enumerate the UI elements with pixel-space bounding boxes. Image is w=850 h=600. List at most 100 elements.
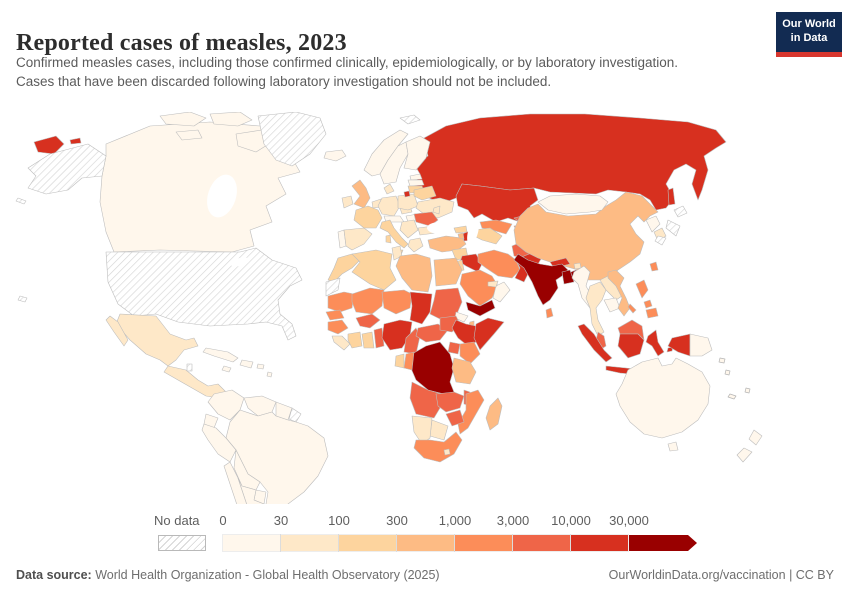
country-russia-kaliningrad[interactable] [403, 190, 411, 198]
country-algeria[interactable] [351, 249, 397, 291]
country-mali[interactable] [351, 287, 385, 315]
island-vanuatu[interactable] [724, 369, 731, 376]
country-chad[interactable] [409, 291, 433, 325]
country-usa-aleutians[interactable] [15, 197, 27, 205]
country-cambodia[interactable] [603, 297, 621, 313]
country-russia-chukotka[interactable] [33, 135, 65, 155]
country-taiwan[interactable] [649, 261, 659, 272]
country-italy-sardinia[interactable] [385, 234, 392, 244]
country-guinea[interactable] [327, 319, 349, 335]
country-ghana[interactable] [361, 331, 375, 349]
country-niger[interactable] [381, 289, 413, 315]
country-philippines-luzon[interactable] [635, 279, 649, 299]
country-egypt[interactable] [433, 257, 463, 287]
country-latvia[interactable] [407, 179, 425, 187]
country-philippines-mindanao[interactable] [645, 307, 659, 319]
country-sri-lanka[interactable] [545, 307, 554, 319]
country-norway[interactable] [363, 129, 409, 177]
country-hispaniola[interactable] [239, 359, 254, 369]
country-madagascar[interactable] [485, 397, 503, 431]
country-lesotho[interactable] [443, 448, 451, 456]
legend-swatch[interactable] [222, 534, 281, 552]
country-philippines-visayas[interactable] [643, 299, 653, 309]
country-mozambique[interactable] [457, 389, 485, 435]
country-uzbekistan[interactable] [479, 219, 513, 235]
country-jamaica[interactable] [221, 365, 232, 373]
country-japan-hokkaido[interactable] [673, 205, 688, 218]
country-usa-hawaii[interactable] [17, 295, 28, 303]
country-philippines-palawan[interactable] [627, 303, 637, 314]
country-yemen[interactable] [465, 299, 496, 317]
country-botswana[interactable] [429, 419, 449, 441]
country-iceland[interactable] [323, 149, 347, 162]
legend-swatch[interactable] [338, 534, 397, 552]
country-spain[interactable] [343, 227, 373, 251]
country-congo[interactable] [403, 351, 415, 371]
country-mexico[interactable] [115, 313, 199, 367]
country-japan-kyushu[interactable] [654, 235, 667, 246]
country-russia-chukotka2[interactable] [69, 137, 82, 145]
owid-logo[interactable]: Our World in Data [776, 12, 842, 57]
country-ireland[interactable] [341, 195, 354, 209]
country-bangladesh[interactable] [561, 269, 575, 285]
country-greenland[interactable] [257, 111, 327, 167]
country-belize[interactable] [186, 363, 193, 372]
country-uae[interactable] [487, 280, 499, 288]
country-australia[interactable] [615, 357, 711, 439]
country-saudi-arabia[interactable] [459, 269, 499, 307]
country-japan-honshu[interactable] [665, 219, 681, 237]
country-vietnam[interactable] [607, 269, 631, 317]
country-new-zealand-north[interactable] [748, 429, 763, 446]
country-north-korea[interactable] [645, 215, 661, 233]
country-mongolia[interactable] [537, 193, 609, 215]
country-western-sahara[interactable] [325, 277, 341, 297]
country-balkans[interactable] [399, 219, 419, 239]
country-italy[interactable] [379, 219, 409, 249]
country-india[interactable] [513, 253, 569, 306]
country-usa-mainland[interactable] [105, 247, 303, 341]
country-uganda[interactable] [447, 341, 461, 355]
country-georgia[interactable] [453, 225, 468, 234]
country-lesser-antilles[interactable] [266, 371, 273, 378]
country-tanzania[interactable] [451, 357, 477, 385]
country-papua-new-guinea[interactable] [689, 333, 713, 357]
country-puerto-rico[interactable] [256, 363, 265, 370]
country-uk[interactable] [351, 179, 371, 209]
country-poland[interactable] [397, 193, 419, 211]
country-south-africa[interactable] [413, 431, 463, 463]
country-indonesia-papua[interactable] [667, 333, 691, 357]
legend-swatch[interactable] [570, 534, 629, 552]
country-usa-alaska[interactable] [27, 143, 107, 195]
country-australia-tasmania[interactable] [667, 441, 679, 452]
island-solomon[interactable] [718, 357, 726, 364]
country-mauritania[interactable] [327, 291, 355, 313]
country-zimbabwe[interactable] [445, 409, 465, 427]
country-germany[interactable] [377, 195, 401, 217]
country-burkina-faso[interactable] [355, 313, 381, 329]
legend-swatch[interactable] [629, 535, 697, 551]
country-somalia[interactable] [473, 317, 505, 351]
country-libya[interactable] [395, 253, 433, 293]
country-cote-divoire[interactable] [347, 331, 363, 349]
country-greece[interactable] [407, 237, 424, 253]
country-kenya[interactable] [459, 341, 481, 365]
country-drc[interactable] [409, 341, 455, 395]
country-angola[interactable] [409, 381, 443, 419]
island-new-caledonia[interactable] [727, 393, 737, 400]
country-moldova[interactable] [432, 205, 441, 215]
country-gabon[interactable] [394, 353, 405, 369]
country-canada-island2[interactable] [209, 111, 253, 127]
country-cuba[interactable] [202, 347, 239, 363]
country-estonia[interactable] [409, 173, 423, 181]
country-canada-island4[interactable] [175, 129, 203, 141]
country-belarus[interactable] [413, 185, 437, 201]
country-denmark[interactable] [383, 183, 395, 195]
country-indonesia-sulawesi[interactable] [645, 329, 665, 357]
country-armenia[interactable] [457, 232, 465, 240]
legend-swatch[interactable] [454, 534, 513, 552]
country-togo-benin[interactable] [373, 327, 385, 349]
country-turkey[interactable] [427, 235, 467, 253]
country-new-zealand-south[interactable] [736, 447, 753, 463]
country-sierra-leone-liberia[interactable] [331, 335, 351, 351]
country-cameroon[interactable] [403, 327, 421, 355]
